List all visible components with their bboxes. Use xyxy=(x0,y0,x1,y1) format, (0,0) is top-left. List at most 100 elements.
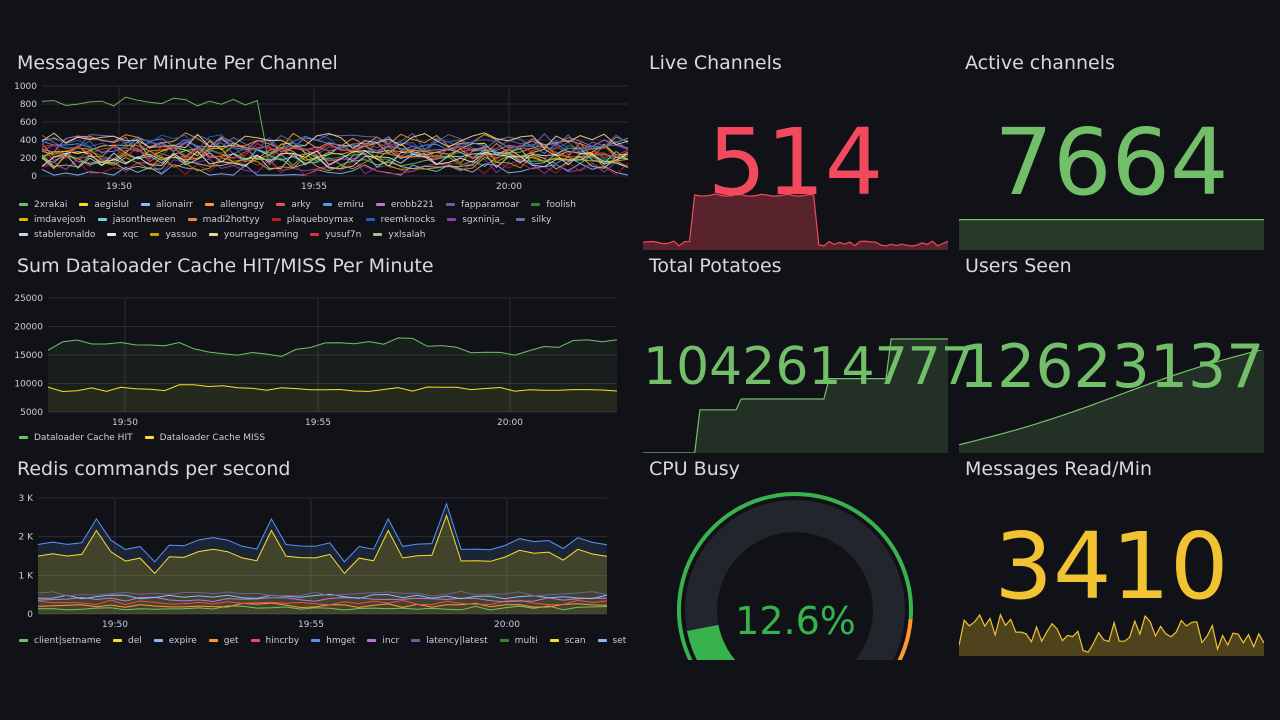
legend-item[interactable]: plaqueboymax xyxy=(271,214,354,225)
x-tick-label: 20:00 xyxy=(494,620,520,630)
redis-chart[interactable]: 3 K 2 K 1 K 0 19:50 19:55 20:00 xyxy=(0,488,640,634)
legend-item[interactable]: yxlsalah xyxy=(373,229,425,240)
legend-item[interactable]: madi2hottyy xyxy=(187,214,260,225)
y-tick-label: 25000 xyxy=(14,294,43,304)
legend-item[interactable]: Dataloader Cache HIT xyxy=(19,432,133,443)
legend-item[interactable]: del xyxy=(113,635,142,646)
legend-item[interactable]: emiru xyxy=(322,199,364,210)
legend-label: yusuf7n xyxy=(325,229,362,240)
legend-swatch xyxy=(19,639,28,642)
legend-item[interactable]: fapparamoar xyxy=(446,199,519,210)
legend-item[interactable]: hmget xyxy=(311,635,355,646)
messages-read-sparkline xyxy=(959,612,1264,656)
series-area xyxy=(48,337,617,412)
series-line xyxy=(37,602,608,609)
panel-title: Sum Dataloader Cache HIT/MISS Per Minute xyxy=(17,255,434,277)
legend-swatch xyxy=(310,233,320,236)
y-tick-label: 400 xyxy=(20,136,37,146)
legend-label: allengngy xyxy=(220,199,265,210)
legend-label: imdavejosh xyxy=(34,214,86,225)
legend-label: client|setname xyxy=(34,635,102,646)
legend-item[interactable]: aegislul xyxy=(79,199,129,210)
users-seen-value: 12623137 xyxy=(959,332,1265,402)
cache-legend: Dataloader Cache HIT Dataloader Cache MIS… xyxy=(19,432,629,443)
cache-chart[interactable]: 25000 20000 15000 10000 5000 19:50 19:55 20:00 xyxy=(0,286,640,432)
panel-title: Redis commands per second xyxy=(17,458,291,480)
legend-swatch xyxy=(250,639,260,642)
legend-item[interactable]: silky xyxy=(516,214,551,225)
sparkline-area xyxy=(959,614,1264,656)
y-tick-label: 2 K xyxy=(19,533,35,543)
legend-label: sgxninja_ xyxy=(462,214,505,225)
legend-item[interactable]: hincrby xyxy=(250,635,299,646)
legend-swatch xyxy=(141,203,151,206)
y-tick-label: 1 K xyxy=(19,571,35,581)
x-tick-label: 19:55 xyxy=(301,182,327,192)
sparkline-area xyxy=(959,350,1264,453)
legend-label: Dataloader Cache MISS xyxy=(159,432,266,443)
legend-swatch xyxy=(79,203,89,206)
legend-item[interactable]: stableronaldo xyxy=(19,229,95,240)
series-line xyxy=(37,599,608,606)
legend-label: stableronaldo xyxy=(34,229,96,240)
legend-item[interactable]: alionairr xyxy=(141,199,193,210)
legend-label: scan xyxy=(564,635,586,646)
y-tick-label: 0 xyxy=(31,172,37,182)
x-tick-label: 19:55 xyxy=(305,418,331,428)
legend-item[interactable]: Dataloader Cache MISS xyxy=(144,432,266,443)
series-line xyxy=(41,140,629,158)
legend-item[interactable]: allengngy xyxy=(205,199,264,210)
messages-chart[interactable]: 1000 800 600 400 200 0 19:50 19:55 20:00 xyxy=(0,78,640,200)
series-line xyxy=(37,596,608,603)
legend-swatch xyxy=(375,203,385,206)
series-line xyxy=(41,132,629,150)
legend-item[interactable]: xqc xyxy=(107,229,138,240)
series-line xyxy=(37,502,608,563)
legend-item[interactable]: foolish xyxy=(531,199,576,210)
legend-item[interactable]: yourragegaming xyxy=(208,229,298,240)
legend-item[interactable]: multi xyxy=(499,635,538,646)
legend-item[interactable]: reemknocks xyxy=(365,214,436,225)
legend-label: foolish xyxy=(546,199,576,210)
series-line xyxy=(41,142,629,160)
legend-label: reemknocks xyxy=(380,214,436,225)
legend-swatch xyxy=(19,233,28,236)
legend-item[interactable]: expire xyxy=(153,635,197,646)
legend-item[interactable]: get xyxy=(208,635,239,646)
legend-item[interactable]: scan xyxy=(549,635,586,646)
legend-item[interactable]: client|setname xyxy=(19,635,101,646)
panel-title: Users Seen xyxy=(965,255,1072,277)
legend-item[interactable]: latency|latest xyxy=(411,635,488,646)
legend-item[interactable]: incr xyxy=(367,635,399,646)
total-potatoes-sparkline xyxy=(643,338,948,453)
legend-label: aegislul xyxy=(94,199,130,210)
series-line xyxy=(41,152,629,170)
legend-label: yxlsalah xyxy=(388,229,426,240)
legend-swatch xyxy=(187,218,197,221)
legend-item[interactable]: arky xyxy=(276,199,311,210)
legend-item[interactable]: 2xrakai xyxy=(19,199,67,210)
redis-legend: client|setname del expire get hincrby hmget in… xyxy=(19,635,629,646)
legend-item[interactable]: yusuf7n xyxy=(310,229,361,240)
legend-item[interactable]: yassuo xyxy=(150,229,197,240)
sparkline-area xyxy=(643,339,948,453)
legend-swatch xyxy=(144,436,154,439)
legend-swatch xyxy=(531,203,541,206)
legend-swatch xyxy=(276,203,286,206)
legend-item[interactable]: set xyxy=(597,635,626,646)
panel-title: Total Potatoes xyxy=(649,255,782,277)
legend-swatch xyxy=(97,218,107,221)
legend-swatch xyxy=(19,436,28,439)
legend-label: silky xyxy=(531,214,552,225)
legend-swatch xyxy=(597,639,607,642)
users-seen-sparkline xyxy=(959,350,1264,453)
x-tick-label: 20:00 xyxy=(497,418,523,428)
legend-item[interactable]: erobb221 xyxy=(375,199,434,210)
legend-item[interactable]: imdavejosh xyxy=(19,214,86,225)
series-line-hit xyxy=(47,337,618,358)
series-area xyxy=(38,515,607,614)
legend-label: madi2hottyy xyxy=(202,214,260,225)
legend-item[interactable]: sgxninja_ xyxy=(447,214,504,225)
legend-item[interactable]: jasontheween xyxy=(97,214,176,225)
legend-swatch xyxy=(311,639,321,642)
